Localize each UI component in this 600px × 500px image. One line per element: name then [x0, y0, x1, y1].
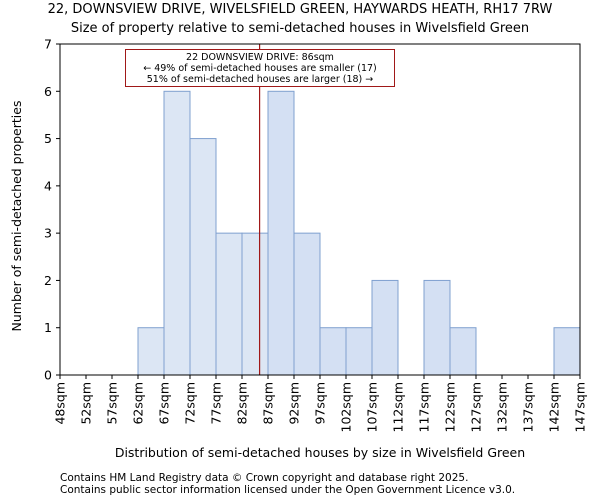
footer-licence: Contains public sector information licen… [60, 484, 516, 496]
y-tick-label: 0 [44, 368, 52, 383]
bar-102sqm [345, 327, 373, 376]
x-tick-label: 147sqm [573, 382, 588, 432]
bar-97sqm [319, 327, 347, 376]
x-tick-label: 62sqm [131, 382, 146, 425]
bar-117sqm [423, 279, 451, 376]
x-tick-label: 137sqm [521, 382, 536, 432]
bar-142sqm [553, 327, 581, 376]
x-axis-label: Distribution of semi-detached houses by … [114, 445, 526, 460]
x-ticks-group: 48sqm 52sqm 57sqm 62sqm 67sqm 72sqm 77sqm 82sqm… [53, 375, 588, 432]
x-tick-label: 82sqm [235, 382, 250, 425]
marker-annotation-title: 22 DOWNSVIEW DRIVE: 86sqm [186, 52, 334, 63]
y-axis-label: Number of semi-detached properties [9, 100, 24, 332]
x-tick-label: 92sqm [287, 382, 302, 425]
x-tick-label: 112sqm [391, 382, 406, 432]
bars-group [137, 90, 581, 376]
x-tick-label: 127sqm [469, 382, 484, 432]
y-tick-label: 2 [44, 273, 52, 288]
x-tick-label: 52sqm [79, 382, 94, 425]
marker-annotation-smaller: ← 49% of semi-detached houses are smalle… [143, 63, 377, 74]
y-tick-label: 5 [44, 131, 52, 146]
x-tick-label: 122sqm [443, 382, 458, 432]
y-tick-label: 6 [44, 84, 52, 99]
y-ticks-group: 0 1 2 3 4 5 6 7 [44, 37, 60, 383]
bar-122sqm [449, 327, 477, 376]
chart-title-address: 22, DOWNSVIEW DRIVE, WIVELSFIELD GREEN, … [47, 2, 553, 17]
x-tick-label: 117sqm [417, 382, 432, 432]
bar-87sqm [267, 90, 295, 376]
x-tick-label: 77sqm [209, 382, 224, 425]
x-tick-label: 57sqm [105, 382, 120, 425]
bar-92sqm [293, 232, 321, 376]
x-tick-label: 67sqm [157, 382, 172, 425]
x-tick-label: 87sqm [261, 382, 276, 425]
marker-annotation-box: 22 DOWNSVIEW DRIVE: 86sqm ← 49% of semi-… [125, 49, 395, 87]
y-tick-label: 7 [44, 37, 52, 52]
bar-82sqm [241, 232, 269, 376]
x-tick-label: 72sqm [183, 382, 198, 425]
marker-annotation-larger: 51% of semi-detached houses are larger (… [146, 74, 374, 85]
footer-land-registry: Contains HM Land Registry data © Crown c… [60, 472, 469, 484]
x-tick-label: 102sqm [339, 382, 354, 432]
bar-107sqm [371, 279, 399, 376]
y-tick-label: 4 [44, 178, 52, 193]
y-tick-label: 3 [44, 226, 52, 241]
x-tick-label: 132sqm [495, 382, 510, 432]
bar-62sqm [137, 327, 165, 376]
bar-77sqm [215, 232, 243, 376]
x-tick-label: 142sqm [547, 382, 562, 432]
bar-67sqm [163, 90, 191, 376]
bar-72sqm [189, 138, 217, 376]
x-tick-label: 48sqm [53, 382, 68, 425]
x-tick-label: 97sqm [313, 382, 328, 425]
chart-subtitle: Size of property relative to semi-detach… [70, 21, 530, 36]
x-tick-label: 107sqm [365, 382, 380, 432]
y-tick-label: 1 [44, 320, 52, 335]
